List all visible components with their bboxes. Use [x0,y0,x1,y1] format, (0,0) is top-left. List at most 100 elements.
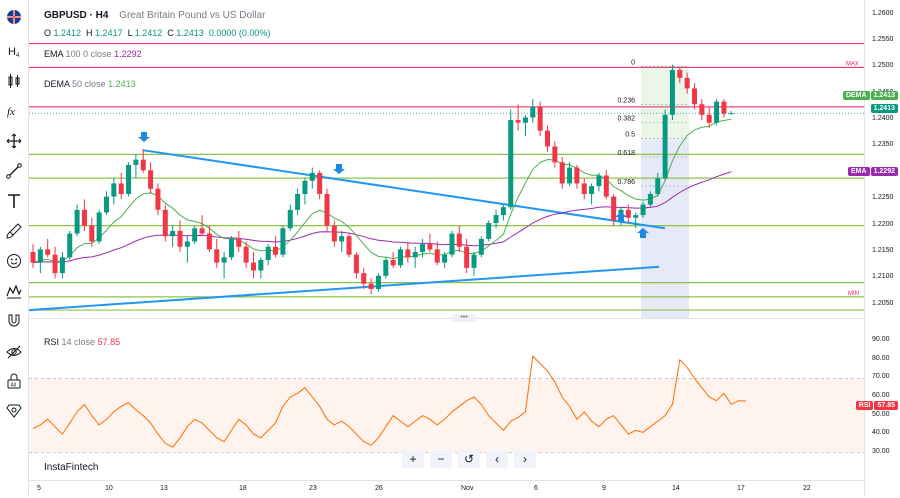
rsi-tick-label: 50.00 [872,410,890,418]
ohlc-item: L 1.2412 [128,28,163,38]
candle-body [184,241,190,247]
ema-legend[interactable]: EMA 100 0 close 1.2292 [44,49,142,59]
candle-body [669,69,675,115]
rsi-tick-label: 70.00 [872,373,890,381]
candles-icon[interactable] [3,70,25,92]
scroll-right-button[interactable]: › [514,450,536,468]
dema-legend-params: 50 close [72,79,106,89]
candle-body [111,183,117,197]
candle-body [574,167,580,184]
candle-body [486,223,492,239]
candle-body [258,259,264,271]
candle-body [295,193,301,210]
fib-max-label: MAX [846,61,859,67]
magnet-icon[interactable] [3,310,25,332]
rsi-value-tag-label: RSI [855,401,874,410]
fx-icon[interactable]: fx [3,100,25,122]
candle-body [478,238,484,255]
brush-icon[interactable] [3,220,25,242]
rsi-legend[interactable]: RSI 14 close 57.85 [44,337,120,347]
candle-body [647,193,653,205]
dema-legend[interactable]: DEMA 50 close 1.2413 [44,79,136,89]
candle-body [170,230,176,237]
price-axis[interactable]: 1.26001.25501.25001.24501.24001.23501.23… [864,0,900,497]
dema-legend-value: 1.2413 [108,79,136,89]
rsi-legend-name: RSI [44,337,60,347]
dema-price-tag-label: DEMA [842,91,870,100]
candle-body [155,188,161,210]
candle-body [45,249,51,255]
candle-body [721,101,727,114]
candle-body [133,159,139,165]
dema-price-tag-value: 1.2413 [870,91,898,100]
ema-legend-value: 1.2292 [114,49,142,59]
candle-body [353,254,359,274]
candle-body [581,183,587,194]
last-price-tag: 1.2413 [870,104,898,113]
svg-text:H: H [8,46,16,58]
flag-uk-icon[interactable] [3,6,25,28]
candle-body [552,146,558,163]
fib-level-label: 0.786 [617,179,635,186]
time-tick-label: 6 [534,485,538,492]
text-icon[interactable] [3,190,25,212]
up-arrow-icon [615,212,627,222]
price-tick-label: 1.2050 [872,299,894,307]
time-tick-label: 22 [803,485,811,492]
candle-body [81,209,87,226]
candle-body [662,114,668,179]
candle-body [243,246,249,263]
cursor-cross-icon[interactable] [3,130,25,152]
candle-body [177,230,183,247]
rsi-legend-value: 57.85 [97,337,121,347]
candle-body [412,252,418,258]
svg-text:All: All [11,383,17,389]
candle-body [280,228,286,255]
zoom-out-button[interactable]: − [430,450,452,468]
candle-body [640,204,646,216]
rsi-tick-label: 30.00 [872,447,890,455]
ohlc-readout: O 1.2412 H 1.2417 L 1.2412 C 1.2413 0.0000 (… [44,28,275,38]
pane-separator[interactable] [29,318,864,319]
candle-body [346,236,352,255]
candle-body [611,196,617,221]
price-tick-label: 1.2100 [872,273,894,281]
ema-price-tag: EMA 1.2292 [848,167,898,176]
pane-resize-handle[interactable]: ••• [452,314,476,322]
candle-body [625,209,631,218]
candle-body [442,254,448,263]
time-tick-label: Nov [461,485,474,492]
candle-body [228,238,234,258]
zoom-in-button[interactable]: + [402,450,424,468]
svg-text:fx: fx [7,106,15,118]
emoji-icon[interactable] [3,250,25,272]
svg-text:4: 4 [16,53,20,59]
candle-body [728,113,734,115]
dema-legend-name: DEMA [44,79,70,89]
eye-off-icon[interactable] [3,341,25,363]
reset-chart-button[interactable]: ↺ [458,450,480,468]
candle-body [74,209,80,234]
candle-body [273,246,279,255]
camera-icon[interactable] [3,399,25,421]
dema-line [32,118,732,264]
down-arrow-icon [138,132,150,142]
ohlc-key: H [86,28,96,38]
lock-all-icon[interactable]: All [3,370,25,392]
ascending-trendline [29,265,660,312]
candle-body [89,225,95,242]
pattern-icon[interactable] [3,280,25,302]
rsi-value-tag-value: 57.85 [874,401,898,410]
time-tick-label: 13 [160,485,168,492]
trendline-icon[interactable] [3,160,25,182]
scroll-left-button[interactable]: ‹ [486,450,508,468]
price-chart[interactable]: 0 0.236 0.382 0.5 0.618 0.786 MAX MIN [29,0,864,480]
candle-body [464,246,470,268]
candle-body [302,180,308,194]
price-tick-label: 1.2150 [872,247,894,255]
candle-body [655,178,661,194]
time-axis[interactable]: 5 10 13 18 23 26 Nov 6 9 14 17 22 [29,480,864,498]
candle-body [214,249,220,263]
rsi-tick-label: 90.00 [872,336,890,344]
